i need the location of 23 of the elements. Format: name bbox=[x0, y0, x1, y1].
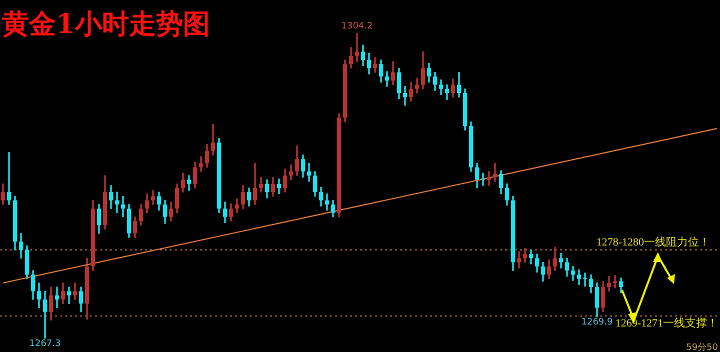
annotation: 1304.2 bbox=[341, 21, 373, 32]
annotation: 1267.3 bbox=[29, 339, 61, 350]
annotation: 1269.9 bbox=[581, 318, 614, 328]
candlestick bbox=[72, 282, 78, 300]
candlestick bbox=[120, 196, 126, 218]
candlestick bbox=[306, 162, 312, 182]
candlestick bbox=[480, 172, 486, 186]
candlestick bbox=[354, 33, 360, 62]
ref-line-label: 1278-1280一线阻力位！ bbox=[596, 235, 710, 248]
candlestick bbox=[516, 251, 522, 268]
candlestick bbox=[324, 193, 330, 211]
candlestick bbox=[570, 266, 576, 281]
candlestick bbox=[528, 250, 534, 264]
candlestick bbox=[582, 272, 588, 287]
chart-title: 黄金1小时走势图 bbox=[2, 8, 210, 42]
candlestick bbox=[66, 286, 72, 304]
ref-line-label: 1269-1271一线支撑！ bbox=[615, 316, 718, 330]
candlestick bbox=[402, 86, 408, 106]
candlestick bbox=[486, 171, 492, 186]
candlestick bbox=[54, 286, 60, 308]
candlestick bbox=[114, 192, 120, 214]
candlestick bbox=[6, 152, 12, 205]
text: 59分50 bbox=[686, 342, 718, 352]
